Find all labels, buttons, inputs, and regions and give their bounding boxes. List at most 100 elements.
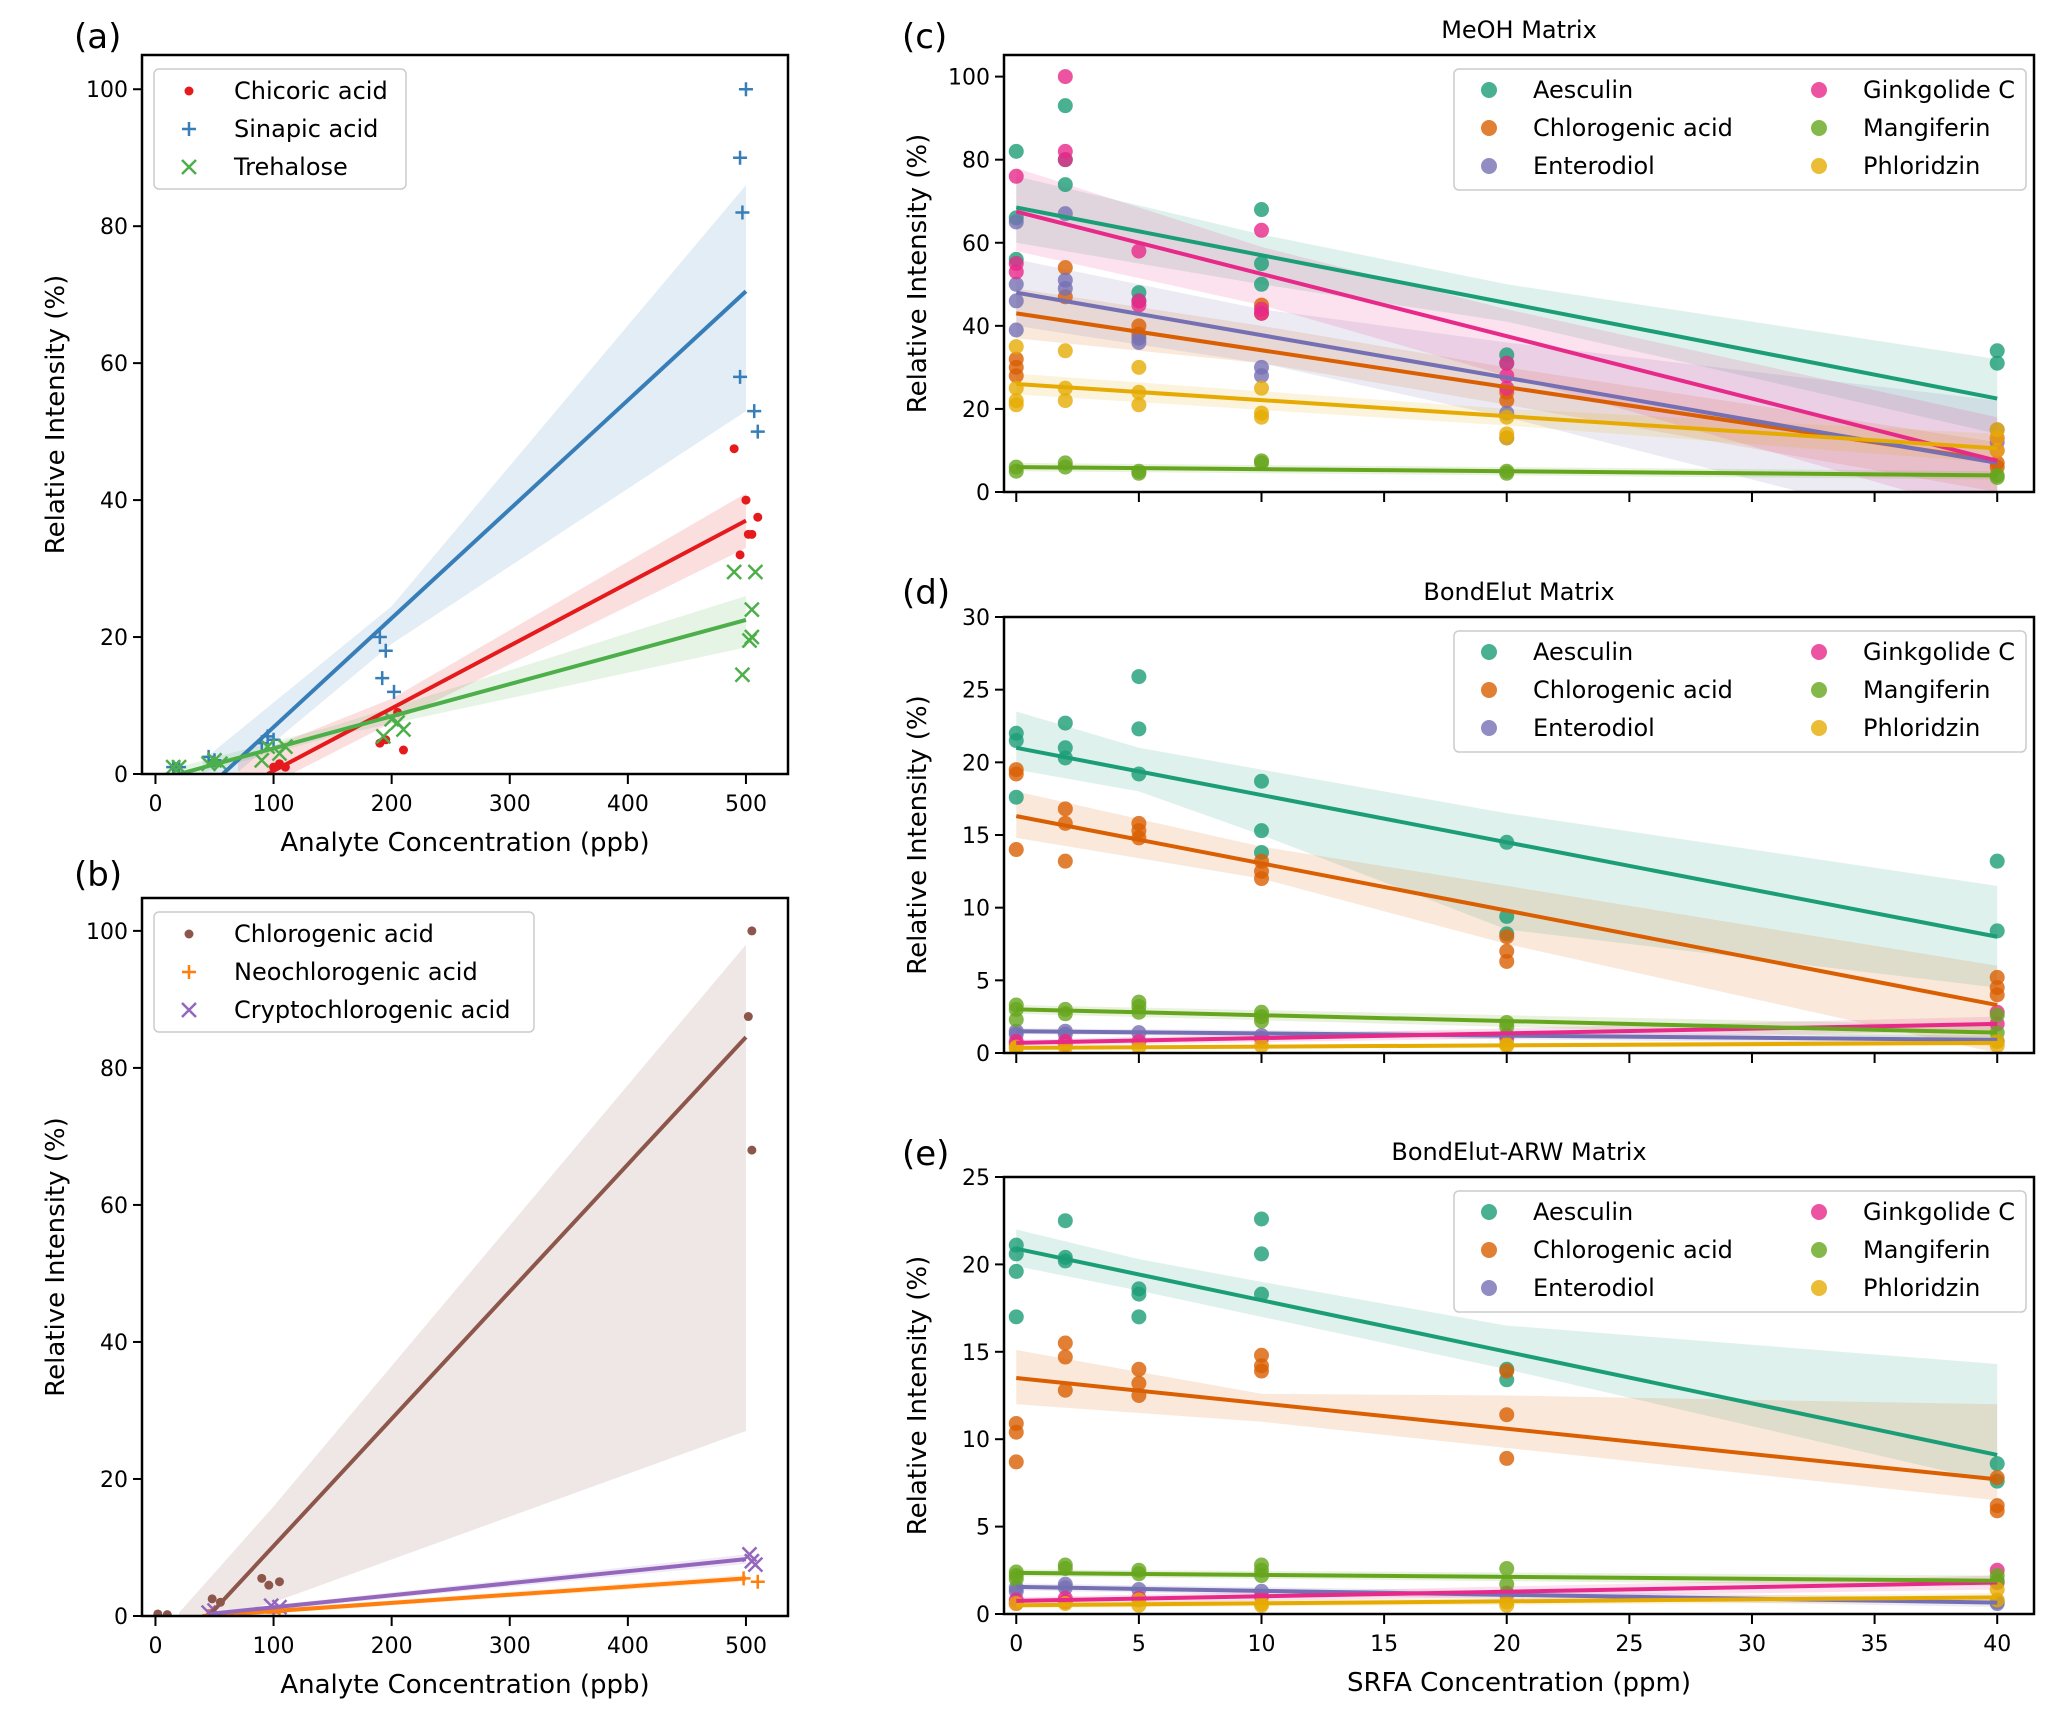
plot-area xyxy=(1008,69,2005,492)
y-tick-label: 20 xyxy=(962,398,990,423)
y-axis-label: Relative Intensity (%) xyxy=(903,695,933,975)
data-point xyxy=(274,1577,284,1587)
legend-item: Phloridzin xyxy=(1811,1274,1980,1302)
data-point xyxy=(375,728,392,745)
series-points-chlorogenic-acid xyxy=(1008,1335,2005,1519)
series-points-aesculin xyxy=(1008,1211,2005,1489)
x-tick-label: 25 xyxy=(1615,1632,1643,1657)
data-point xyxy=(165,759,182,774)
x-tick-label: 100 xyxy=(253,792,295,817)
data-point xyxy=(750,424,765,439)
data-point xyxy=(1008,1571,1024,1587)
y-tick-label: 100 xyxy=(86,920,128,945)
series-points-chlorogenic-acid xyxy=(1008,762,2005,1003)
data-point xyxy=(747,1556,764,1573)
legend-label: Cryptochlorogenic acid xyxy=(234,996,510,1024)
data-point xyxy=(1254,202,1269,218)
legend-marker xyxy=(1481,720,1497,736)
legend: Aesculin Chlorogenic acid Enterodiol Ginkgo… xyxy=(1453,1190,2027,1313)
data-point xyxy=(253,752,270,769)
y-tick-label: 30 xyxy=(962,606,990,631)
data-point xyxy=(1254,368,1269,384)
y-axis-label: Relative Intensity (%) xyxy=(41,1117,71,1397)
x-tick-label: 300 xyxy=(489,792,531,817)
axes-frame xyxy=(1002,53,2036,494)
legend-item: Sinapic acid xyxy=(182,115,378,143)
legend-item: Chlorogenic acid xyxy=(1481,1236,1733,1264)
data-point xyxy=(1989,1503,2005,1519)
data-point xyxy=(1008,168,1024,184)
legend-marker xyxy=(1811,1204,1827,1220)
data-point xyxy=(1254,871,1269,887)
legend-label: Mangiferin xyxy=(1863,1236,1991,1264)
regression-line-chlorogenic-acid xyxy=(1015,814,1998,1008)
data-point xyxy=(1254,1246,1269,1262)
axes-frame xyxy=(140,896,790,1618)
data-point xyxy=(387,684,402,699)
legend-label: Chicoric acid xyxy=(234,77,388,105)
panel-label: (d) xyxy=(902,573,950,613)
legend-marker xyxy=(1811,158,1827,174)
data-point xyxy=(1499,1407,1515,1423)
y-tick-label: 80 xyxy=(100,1057,128,1082)
data-point xyxy=(1131,334,1147,350)
x-axis-label: Analyte Concentration (ppb) xyxy=(280,828,649,858)
data-point xyxy=(1499,1561,1515,1577)
data-point xyxy=(1254,305,1269,321)
legend-item: Aesculin xyxy=(1481,76,1633,104)
data-point xyxy=(1057,280,1073,296)
legend-label: Ginkgolide C xyxy=(1863,76,2015,104)
data-point xyxy=(1057,152,1073,168)
y-axis-label: Relative Intensity (%) xyxy=(903,134,933,414)
legend-marker xyxy=(1811,720,1827,736)
legend-label: Ginkgolide C xyxy=(1863,1198,2015,1226)
legend-item: Cryptochlorogenic acid xyxy=(181,996,510,1024)
regression-line-chicoric-acid xyxy=(266,518,747,774)
data-point xyxy=(1057,69,1073,85)
data-point xyxy=(743,1012,753,1022)
y-tick-label: 0 xyxy=(114,1605,128,1630)
data-point xyxy=(747,1145,757,1155)
data-point xyxy=(1499,355,1515,371)
legend-marker xyxy=(181,159,197,175)
data-point xyxy=(733,369,748,384)
axes-frame xyxy=(140,53,790,776)
legend-label: Enterodiol xyxy=(1533,1274,1655,1302)
data-point xyxy=(1131,1286,1147,1302)
legend-label: Aesculin xyxy=(1533,638,1633,666)
y-tick-label: 20 xyxy=(100,1468,128,1493)
legend-item: Chlorogenic acid xyxy=(1481,676,1733,704)
data-point xyxy=(1057,853,1073,869)
series-points-phloridzin xyxy=(1008,339,2005,458)
data-point xyxy=(1989,1582,2005,1598)
legend-item: Ginkgolide C xyxy=(1811,638,2015,666)
legend-label: Ginkgolide C xyxy=(1863,638,2015,666)
panel-a: 0 20 40 60 80 100 0 100 200 300 400 500 Relative Int… xyxy=(41,17,790,858)
data-point xyxy=(1131,1309,1147,1325)
legend-label: Phloridzin xyxy=(1863,152,1980,180)
data-point xyxy=(741,632,758,649)
regression-line-sinapic-acid xyxy=(221,289,748,774)
x-tick-label: 100 xyxy=(253,1634,295,1659)
data-point xyxy=(1057,715,1073,731)
y-tick-label: 5 xyxy=(976,969,990,994)
legend-marker xyxy=(1481,1242,1497,1258)
data-point xyxy=(1008,264,1024,280)
y-axis-label: Relative Intensity (%) xyxy=(41,275,71,555)
data-point xyxy=(1057,801,1073,817)
legend-item: Chicoric acid xyxy=(184,77,388,105)
legend-marker xyxy=(182,965,196,979)
data-point xyxy=(1057,1349,1073,1365)
data-point xyxy=(1008,397,1024,413)
data-point xyxy=(743,601,760,618)
y-tick-label: 40 xyxy=(100,1331,128,1356)
data-point xyxy=(1499,929,1515,945)
plot-area xyxy=(153,926,765,1616)
x-tick-label: 200 xyxy=(371,1634,413,1659)
data-point xyxy=(1008,1263,1024,1279)
data-point xyxy=(1131,1375,1147,1391)
plot-area xyxy=(1008,1211,2005,1613)
y-tick-label: 20 xyxy=(962,751,990,776)
x-tick-label: 500 xyxy=(725,792,767,817)
legend-item: Mangiferin xyxy=(1811,114,1991,142)
